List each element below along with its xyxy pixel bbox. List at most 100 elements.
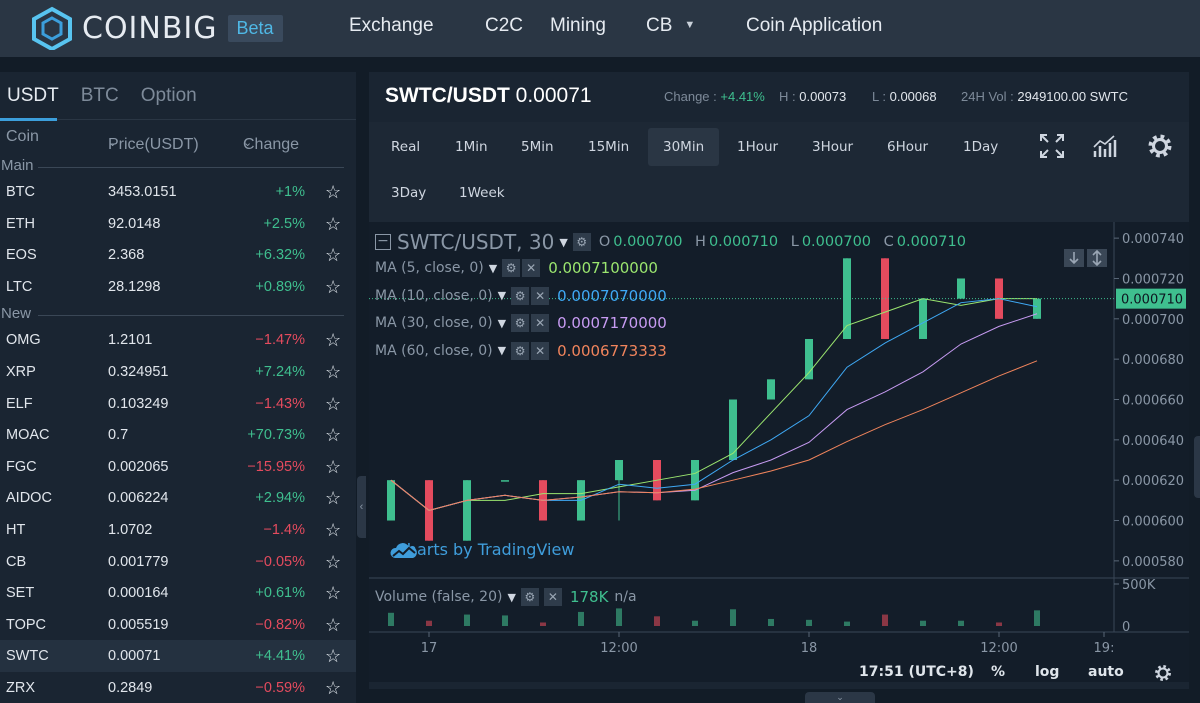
coin-change: +0.61%	[255, 585, 305, 602]
interval-5min[interactable]: 5Min	[521, 139, 554, 155]
ma-label[interactable]: MA (60, close, 0)	[375, 342, 493, 359]
caret-down-icon[interactable]: ▼	[488, 261, 498, 275]
star-icon[interactable]: ☆	[325, 646, 342, 667]
percent-toggle[interactable]: %	[991, 664, 1006, 680]
log-toggle[interactable]: log	[1035, 664, 1060, 680]
close-icon[interactable]: ✕	[531, 286, 550, 305]
market-row-eth[interactable]: ETH 92.0148 +2.5% ☆	[0, 208, 356, 240]
star-icon[interactable]: ☆	[325, 361, 342, 382]
market-row-zrx[interactable]: ZRX 0.2849 −0.59% ☆	[0, 672, 356, 703]
nav-exchange[interactable]: Exchange	[349, 15, 434, 36]
settings-icon[interactable]: ⚙	[511, 286, 530, 305]
star-icon[interactable]: ☆	[325, 614, 342, 635]
market-row-btc[interactable]: BTC 3453.0151 +1% ☆	[0, 176, 356, 208]
caret-down-icon[interactable]: ▼	[559, 235, 568, 249]
nav-coin-application[interactable]: Coin Application	[746, 15, 883, 36]
market-row-ltc[interactable]: LTC 28.1298 +0.89% ☆	[0, 271, 356, 303]
indicators-icon[interactable]	[1092, 133, 1118, 159]
market-row-eos[interactable]: EOS 2.368 +6.32% ☆	[0, 239, 356, 271]
star-icon[interactable]: ☆	[325, 213, 342, 234]
settings-icon[interactable]: ⚙	[502, 259, 521, 277]
fullscreen-icon[interactable]	[1039, 133, 1065, 159]
collapse-right-handle[interactable]	[1194, 436, 1200, 498]
settings-icon[interactable]: ⚙	[511, 314, 530, 332]
nav-c2c[interactable]: C2C	[485, 15, 524, 36]
star-icon[interactable]: ☆	[325, 488, 342, 509]
chart-area[interactable]: 0.000740 0.000720 0.000700 0.000680 0.000660…	[369, 222, 1189, 682]
tab-btc[interactable]: BTC	[80, 84, 119, 106]
tradingview-attribution[interactable]: charts by TradingView	[389, 540, 574, 559]
interval-real[interactable]: Real	[391, 139, 421, 155]
scroll-down-icon[interactable]	[1064, 249, 1086, 269]
nav-mining[interactable]: Mining	[550, 15, 606, 36]
ma-60-line	[390, 360, 1038, 511]
ma-label[interactable]: MA (5, close, 0)	[375, 260, 484, 276]
star-icon[interactable]: ☆	[325, 330, 342, 351]
caret-down-icon[interactable]: ▼	[497, 344, 507, 357]
star-icon[interactable]: ☆	[325, 425, 342, 446]
market-row-swtc[interactable]: SWTC 0.00071 +4.41% ☆	[0, 640, 356, 672]
close-icon[interactable]: ✕	[522, 259, 541, 277]
coin-name: ZRX	[6, 679, 35, 696]
interval-1day[interactable]: 1Day	[963, 139, 999, 155]
close-icon[interactable]: ✕	[531, 314, 550, 332]
market-row-xrp[interactable]: XRP 0.324951 +7.24% ☆	[0, 356, 356, 388]
series-symbol[interactable]: SWTC/USDT, 30	[397, 230, 555, 254]
sort-chevron-icon: ⌄	[243, 137, 253, 149]
market-row-elf[interactable]: ELF 0.103249 −1.43% ☆	[0, 388, 356, 420]
caret-down-icon[interactable]: ▼	[497, 316, 507, 330]
star-icon[interactable]: ☆	[325, 677, 342, 698]
market-row-topc[interactable]: TOPC 0.005519 −0.82% ☆	[0, 609, 356, 641]
caret-down-icon[interactable]: ▼	[497, 289, 507, 302]
coin-change: −1.47%	[255, 332, 305, 349]
interval-1min[interactable]: 1Min	[455, 139, 488, 155]
volume-tick-label: 0	[1122, 620, 1130, 635]
settings-icon[interactable]: ⚙	[520, 588, 539, 606]
star-icon[interactable]: ☆	[325, 456, 342, 477]
market-row-omg[interactable]: OMG 1.2101 −1.47% ☆	[0, 324, 356, 356]
volume-label[interactable]: Volume (false, 20)	[375, 589, 503, 605]
market-row-set[interactable]: SET 0.000164 +0.61% ☆	[0, 577, 356, 609]
logo[interactable]: COINBIG Beta	[30, 6, 283, 50]
collapse-legend-icon[interactable]: −	[375, 234, 391, 250]
l-label: L	[790, 234, 799, 250]
star-icon[interactable]: ☆	[325, 583, 342, 604]
interval-6hour[interactable]: 6Hour	[887, 139, 929, 155]
interval-30min[interactable]: 30Min	[648, 128, 720, 166]
collapse-bottom-button[interactable]: ⌄	[805, 692, 875, 703]
market-row-cb[interactable]: CB 0.001779 −0.05% ☆	[0, 546, 356, 578]
market-row-aidoc[interactable]: AIDOC 0.006224 +2.94% ☆	[0, 482, 356, 514]
star-icon[interactable]: ☆	[325, 245, 342, 266]
star-icon[interactable]: ☆	[325, 276, 342, 297]
star-icon[interactable]: ☆	[325, 393, 342, 414]
market-row-moac[interactable]: MOAC 0.7 +70.73% ☆	[0, 419, 356, 451]
nav-cb[interactable]: CB ▼	[646, 15, 695, 37]
settings-icon[interactable]: ⚙	[511, 341, 530, 360]
ma-label[interactable]: MA (10, close, 0)	[375, 287, 493, 304]
close-icon[interactable]: ✕	[543, 588, 562, 606]
tab-usdt[interactable]: USDT	[7, 84, 59, 106]
chart-time[interactable]: 17:51 (UTC+8)	[859, 664, 974, 680]
auto-toggle[interactable]: auto	[1088, 664, 1124, 680]
collapse-left-button[interactable]: ‹	[357, 476, 366, 538]
gear-icon[interactable]	[1147, 133, 1173, 159]
interval-3hour[interactable]: 3Hour	[812, 139, 854, 155]
star-icon[interactable]: ☆	[325, 182, 342, 202]
gear-icon[interactable]	[1154, 664, 1172, 682]
star-icon[interactable]: ☆	[325, 519, 342, 540]
settings-icon[interactable]: ⚙	[572, 233, 591, 251]
star-icon[interactable]: ☆	[325, 551, 342, 572]
interval-3day[interactable]: 3Day	[391, 185, 427, 201]
volume-bar	[692, 620, 698, 626]
interval-1hour[interactable]: 1Hour	[737, 139, 779, 155]
time-tick-label: 18	[801, 641, 818, 656]
market-row-fgc[interactable]: FGC 0.002065 −15.95% ☆	[0, 451, 356, 483]
ma-label[interactable]: MA (30, close, 0)	[375, 315, 493, 331]
tab-option[interactable]: Option	[140, 84, 197, 106]
market-row-ht[interactable]: HT 1.0702 −1.4% ☆	[0, 514, 356, 546]
caret-down-icon[interactable]: ▼	[507, 590, 516, 604]
close-icon[interactable]: ✕	[531, 341, 550, 360]
interval-15min[interactable]: 15Min	[588, 139, 630, 155]
resize-vertical-icon[interactable]	[1087, 249, 1109, 269]
interval-1week[interactable]: 1Week	[459, 185, 505, 201]
